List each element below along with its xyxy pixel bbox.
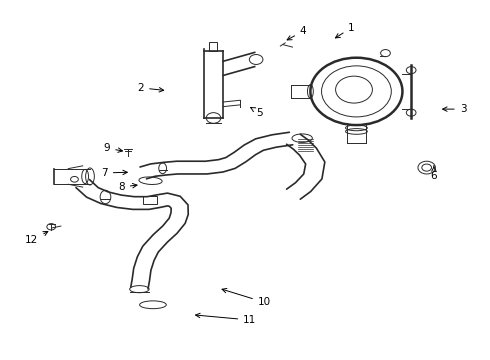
Text: 11: 11 — [196, 313, 256, 325]
Text: 1: 1 — [336, 23, 355, 38]
Text: 7: 7 — [101, 168, 127, 178]
Text: 9: 9 — [103, 143, 122, 153]
Bar — [143, 196, 157, 204]
Text: 10: 10 — [222, 288, 271, 307]
Text: 5: 5 — [251, 107, 263, 118]
Text: 8: 8 — [118, 182, 137, 192]
Text: 12: 12 — [25, 231, 48, 245]
Text: 6: 6 — [431, 166, 437, 181]
Text: 2: 2 — [138, 83, 164, 93]
Text: 4: 4 — [287, 26, 306, 40]
Bar — [209, 42, 218, 51]
Text: 3: 3 — [442, 104, 466, 114]
